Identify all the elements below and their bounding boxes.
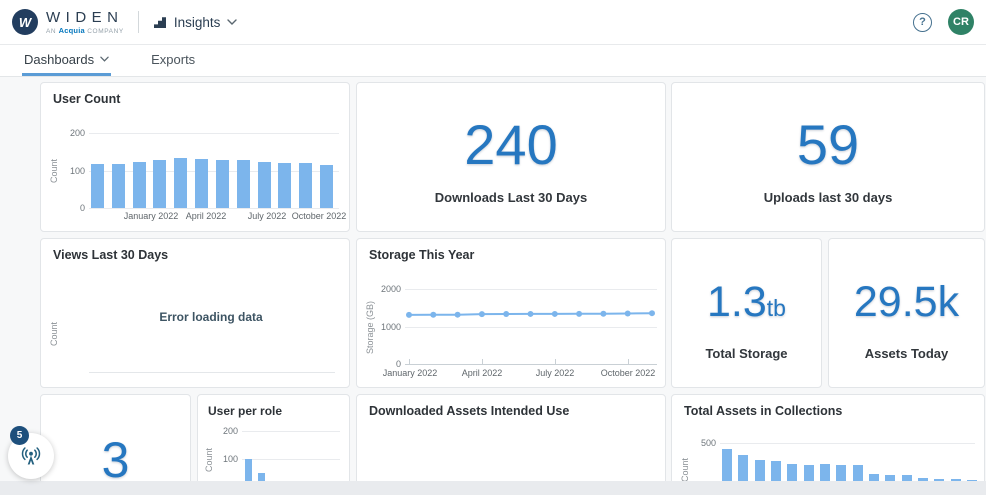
metric-value: 3 (101, 432, 130, 488)
topbar-right: ? CR (913, 9, 986, 35)
bottom-strip (0, 481, 986, 495)
metric-value: 240 (464, 113, 558, 176)
card-collections-count: 3 (40, 394, 191, 495)
card-views: Views Last 30 Days Count Error loading d… (40, 238, 350, 388)
metric-value: 59 (796, 113, 860, 176)
help-glyph: ? (919, 16, 926, 28)
help-button[interactable]: ? (913, 12, 932, 32)
card-assets-today: 29.5k Assets Today (828, 238, 985, 388)
broadcast-icon (19, 444, 43, 468)
insights-stairs-icon (153, 15, 167, 29)
user-count-bar-chart: 0 100 200 January 2022 April 2022 July 2022 Oc… (69, 128, 347, 221)
card-title: Total Assets in Collections (684, 404, 843, 418)
metric-label: Total Storage (705, 346, 788, 361)
widen-logo: W (12, 9, 38, 35)
error-message: Error loading data (159, 310, 263, 324)
metric-label: Uploads last 30 days (763, 190, 893, 205)
card-storage-this-year: Storage This Year Storage (GB) 0 1000 2000… (356, 238, 666, 388)
chevron-down-icon (100, 56, 109, 62)
card-user-count: User Count Count 0 100 200 January 2022 Apri… (40, 82, 350, 232)
card-total-assets-collections: Total Assets in Collections Count 500 (671, 394, 985, 495)
top-bar: W WIDEN AN Acquia COMPANY Insights ? CR (0, 0, 986, 45)
brand-text: WIDEN AN Acquia COMPANY (46, 10, 124, 35)
tab-dashboards[interactable]: Dashboards (22, 45, 112, 76)
metric-unit: tb (766, 295, 786, 321)
card-total-storage: 1.3tb Total Storage (671, 238, 822, 388)
brand-subtitle: AN Acquia COMPANY (46, 26, 124, 35)
header-divider (137, 11, 139, 33)
y-axis-label: Count (49, 321, 59, 347)
card-downloads: 240 Downloads Last 30 Days (356, 82, 666, 232)
metric-label: Downloads Last 30 Days (434, 190, 588, 205)
card-downloaded-intended-use: Downloaded Assets Intended Use (356, 394, 666, 495)
brand-sub-suffix: COMPANY (87, 27, 124, 35)
metric-label: Assets Today (864, 346, 949, 361)
brand-name: WIDEN (46, 8, 124, 26)
tab-dashboards-label: Dashboards (24, 51, 95, 67)
x-axis-line (89, 372, 335, 373)
card-title: Storage This Year (369, 248, 475, 262)
app-label: Insights (173, 14, 221, 30)
metric-number: 1.3 (707, 278, 767, 326)
notification-badge: 5 (10, 426, 29, 445)
tab-exports-label: Exports (151, 51, 196, 67)
card-title: User Count (53, 92, 121, 106)
acquia-wordmark: Acquia (58, 25, 85, 35)
tab-bar: Dashboards Exports (0, 45, 986, 77)
tab-exports[interactable]: Exports (149, 45, 197, 76)
metric-value: 1.3tb (672, 281, 821, 324)
card-title: Views Last 30 Days (53, 248, 169, 262)
collections-bar-chart: 500 (672, 395, 984, 495)
storage-line-chart: 0 1000 2000 January 2022 April 2022 July 2022… (380, 284, 657, 378)
widen-logo-letter: W (18, 14, 32, 30)
card-title: User per role (208, 404, 283, 418)
dashboard-grid: User Count Count 0 100 200 January 2022 Apri… (0, 77, 986, 495)
metric-value: 29.5k (853, 278, 960, 326)
user-avatar[interactable]: CR (948, 9, 974, 35)
card-uploads: 59 Uploads last 30 days (671, 82, 985, 232)
user-per-role-bar-chart: 100 200 (198, 395, 349, 495)
card-user-per-role: User per role Count 100 200 (197, 394, 350, 495)
card-title: Downloaded Assets Intended Use (369, 404, 570, 418)
chevron-down-icon (227, 19, 238, 25)
brand-sub-prefix: AN (46, 27, 57, 35)
insights-app-switcher[interactable]: Insights (153, 15, 238, 30)
